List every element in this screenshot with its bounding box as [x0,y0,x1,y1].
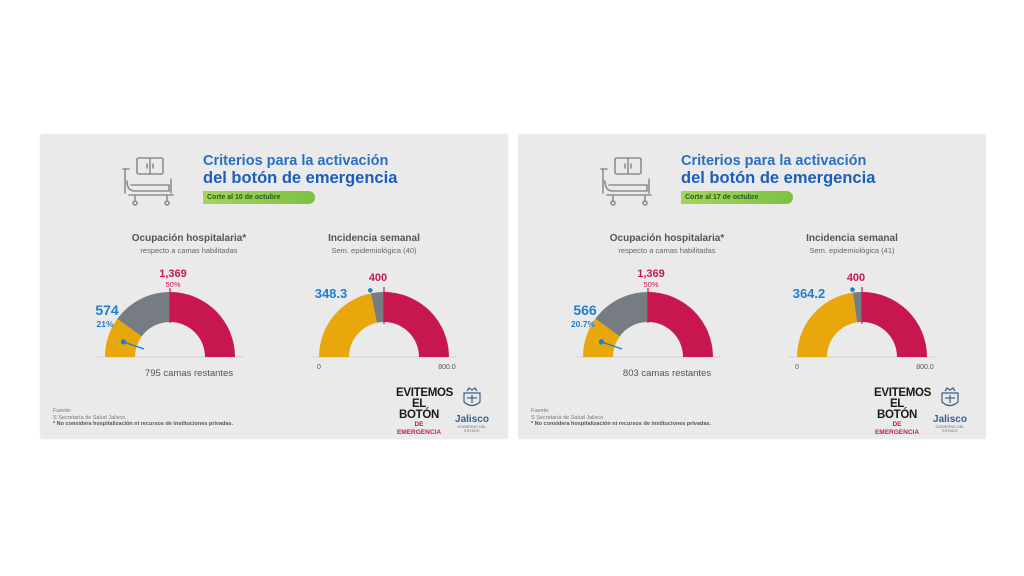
remaining-beds: 803 camas restantes [622,368,712,379]
incidence-gauge: 400 364.2 0 800.0 [789,272,935,371]
incidence-segment-yellow [797,292,858,357]
source-label: Fuente: [53,408,72,414]
occupancy-segment-red [170,292,235,357]
source-name: S Secretaría de Salud Jalisco [531,414,604,421]
incidence-threshold-value: 400 [369,272,387,284]
logo-line-1: EVITEMOS [396,387,454,399]
occupancy-subtitle: respecto a camas habilitadas [618,246,716,255]
title-line-2: del botón de emergencia [681,169,876,187]
dashboard-panel-oct-10: Criterios para la activación del botón d… [41,135,507,438]
occupancy-title: Ocupación hospitalaria* [609,233,725,244]
occupancy-threshold-value: 1,369 [159,268,187,280]
incidence-segment-gray [852,292,862,323]
jalisco-crest-icon [941,387,959,407]
jalisco-crest-icon [463,387,481,407]
title-line-2: del botón de emergencia [203,169,398,187]
logo-line-2: EL BOTÓN [876,398,918,421]
incidence-current-value: 348.3 [315,286,348,301]
occupancy-segment-red [648,292,713,357]
occupancy-threshold-percent: 50% [165,280,180,289]
incidence-subtitle: Sem. epidemiológica (40) [331,246,417,255]
footnote: * No considera hospitalización ni recurs… [531,421,712,427]
jalisco-gov: GOBIERNO DEL ESTADO [457,425,487,433]
cut-date-badge: Corte al 10 de octubre [203,191,315,204]
logo-line-3: DE EMERGENCIA [396,421,442,436]
incidence-segment-yellow [319,293,377,357]
incidence-segment-red [862,292,927,357]
occupancy-pointer-dot [598,339,605,345]
occupancy-pointer-line [601,341,623,350]
incidence-gauge: 400 348.3 0 800.0 [311,272,457,371]
occupancy-pointer-dot [120,339,127,345]
occupancy-current-value: 574 [95,302,119,318]
occupancy-current-percent: 21% [96,319,113,329]
incidence-segment-gray [370,292,384,323]
footnote: * No considera hospitalización ni recurs… [53,421,234,427]
dashboard-panel-oct-17: Criterios para la activación del botón d… [519,135,985,438]
jalisco-logo: Jalisco GOBIERNO DEL ESTADO [929,387,971,433]
incidence-segment-red [384,292,449,357]
source-block: Fuente: S Secretaría de Salud Jalisco [53,408,125,421]
logo-line-2: EL BOTÓN [398,398,440,421]
incidence-title: Incidencia semanal [806,233,898,244]
incidence-min-label: 0 [795,364,799,371]
logo-line-1: EVITEMOS [874,387,932,399]
hospital-bed-icon [600,157,652,206]
incidence-title: Incidencia semanal [328,233,420,244]
incidence-current-value: 364.2 [793,286,826,301]
incidence-min-label: 0 [317,364,321,371]
source-block: Fuente: S Secretaría de Salud Jalisco [531,408,603,421]
title-line-1: Criterios para la activación [681,153,867,169]
incidence-threshold-value: 400 [847,272,865,284]
occupancy-threshold-value: 1,369 [637,268,665,280]
occupancy-title: Ocupación hospitalaria* [131,233,247,244]
incidence-subtitle: Sem. epidemiológica (41) [809,246,895,255]
incidence-max-label: 800.0 [916,364,934,371]
incidence-pointer-dot [850,287,855,292]
remaining-beds: 795 camas restantes [144,368,234,379]
logo-line-3: DE EMERGENCIA [874,421,920,436]
occupancy-segment-yellow [583,318,620,357]
occupancy-segment-gray [117,292,170,337]
hospital-bed-icon [122,157,174,206]
occupancy-segment-gray [595,292,648,337]
evitemos-logo: EVITEMOS EL BOTÓN DE EMERGENCIA [396,387,454,437]
occupancy-threshold-percent: 50% [643,280,658,289]
incidence-max-label: 800.0 [438,364,456,371]
occupancy-gauge: 1,369 50% 574 21% [95,268,243,358]
source-name: S Secretaría de Salud Jalisco [53,414,126,421]
cut-date-badge: Corte al 17 de octubre [681,191,793,204]
jalisco-name: Jalisco [455,414,489,425]
jalisco-name: Jalisco [933,414,967,425]
jalisco-logo: Jalisco GOBIERNO DEL ESTADO [451,387,493,433]
title-line-1: Criterios para la activación [203,153,389,169]
occupancy-pointer-line [123,341,145,350]
occupancy-current-percent: 20.7% [571,319,596,329]
occupancy-current-value: 566 [573,302,597,318]
occupancy-subtitle: respecto a camas habilitadas [140,246,238,255]
incidence-pointer-dot [367,288,373,293]
occupancy-gauge: 1,369 50% 566 20.7% [571,268,721,358]
evitemos-logo: EVITEMOS EL BOTÓN DE EMERGENCIA [874,387,932,437]
source-label: Fuente: [531,408,550,414]
jalisco-gov: GOBIERNO DEL ESTADO [935,425,965,433]
occupancy-segment-yellow [105,318,142,357]
